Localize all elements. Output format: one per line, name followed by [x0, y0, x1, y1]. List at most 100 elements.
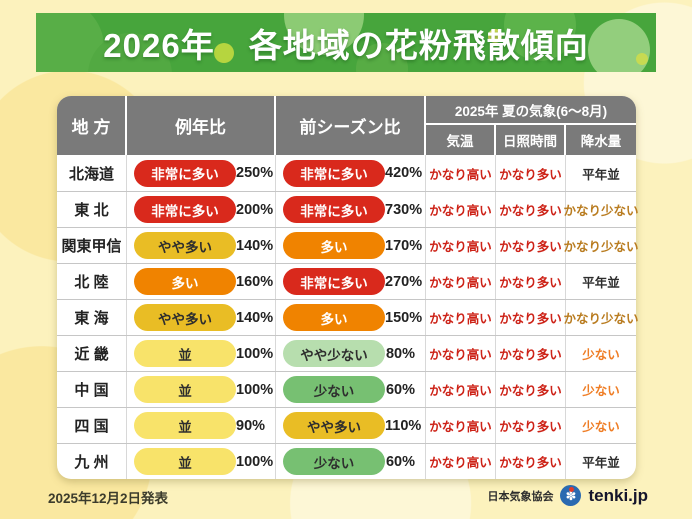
sunshine-cell: かなり多い [496, 372, 566, 407]
table-row: 北海道 非常に多い 250% 非常に多い 420% かなり高い かなり多い 平年… [57, 155, 636, 191]
vs-average-value: 90% [236, 417, 266, 434]
vs-average-pill: 並 [134, 376, 236, 403]
title-banner: 2026年 各地域の花粉飛散傾向 [36, 13, 656, 72]
temperature-cell: かなり高い [426, 408, 496, 443]
temperature-cell: かなり高い [426, 300, 496, 335]
table-body: 北海道 非常に多い 250% 非常に多い 420% かなり高い かなり多い 平年… [57, 155, 639, 479]
vs-average-value: 100% [236, 381, 274, 398]
tenki-logo-icon: ✽ [560, 485, 582, 506]
table-row: 中 国 並 100% 少ない 60% かなり高い かなり多い 少ない [57, 371, 636, 407]
vs-average-pill: やや多い [134, 304, 236, 331]
vs-average-value: 140% [236, 309, 274, 326]
sunshine-cell: かなり多い [496, 336, 566, 371]
vs-prev-season-pill: 多い [283, 304, 385, 331]
brand-name: tenki.jp [588, 485, 648, 505]
brand-block: 日本気象協会 ✽ tenki.jp [487, 485, 648, 506]
header-summer-weather-group: 2025年 夏の気象(6〜8月) 気温 日照時間 降水量 [426, 96, 636, 155]
vs-average-pill: 多い [134, 268, 236, 295]
table-row: 東 海 やや多い 140% 多い 150% かなり高い かなり多い かなり少ない [57, 299, 639, 335]
table-row: 九 州 並 100% 少ない 60% かなり高い かなり多い 平年並 [57, 443, 636, 479]
vs-prev-season-pill: 多い [283, 232, 385, 259]
vs-average-value: 200% [236, 201, 274, 218]
header-vs-average: 例年比 [127, 96, 276, 155]
vs-average-value: 100% [236, 345, 274, 362]
region-name: 北 陸 [57, 264, 127, 299]
temperature-cell: かなり高い [426, 155, 496, 191]
precipitation-cell: かなり少ない [563, 312, 639, 326]
vs-average-value: 100% [236, 453, 274, 470]
header-sunshine: 日照時間 [496, 125, 566, 155]
region-name: 東 海 [57, 300, 127, 335]
table-row: 北 陸 多い 160% 非常に多い 270% かなり高い かなり多い 平年並 [57, 263, 636, 299]
vs-prev-season-value: 420% [385, 165, 423, 181]
precipitation-cell: 平年並 [582, 276, 620, 290]
vs-prev-season-value: 60% [385, 381, 415, 398]
precipitation-cell: 少ない [582, 420, 620, 434]
vs-prev-season-value: 150% [385, 309, 423, 326]
header-summer-weather-label: 2025年 夏の気象(6〜8月) [426, 96, 636, 125]
region-name: 九 州 [57, 444, 127, 479]
sunshine-cell: かなり多い [496, 444, 566, 479]
header-temperature: 気温 [426, 125, 496, 155]
decorative-circle [214, 43, 234, 63]
source-name: 日本気象協会 [487, 490, 554, 503]
sunshine-cell: かなり多い [496, 264, 566, 299]
header-vs-prev-season: 前シーズン比 [276, 96, 426, 155]
vs-prev-season-pill: 非常に多い [283, 196, 385, 223]
region-name: 近 畿 [57, 336, 127, 371]
table-row: 関東甲信 やや多い 140% 多い 170% かなり高い かなり多い かなり少な… [57, 227, 639, 263]
sunshine-cell: かなり多い [496, 192, 566, 227]
vs-prev-season-value: 270% [385, 273, 423, 290]
precipitation-cell: 少ない [582, 348, 620, 362]
vs-prev-season-value: 110% [385, 417, 422, 434]
vs-average-value: 250% [236, 165, 274, 181]
vs-average-pill: 非常に多い [134, 159, 236, 187]
table-header: 地 方 例年比 前シーズン比 2025年 夏の気象(6〜8月) 気温 日照時間 … [57, 96, 636, 155]
vs-average-pill: 並 [134, 412, 236, 439]
region-name: 関東甲信 [57, 228, 127, 263]
vs-average-pill: やや多い [134, 232, 236, 259]
decorative-circle [488, 29, 502, 43]
region-name: 東 北 [57, 192, 127, 227]
precipitation-cell: かなり少ない [563, 240, 639, 254]
vs-prev-season-pill: やや少ない [283, 340, 385, 367]
vs-prev-season-value: 60% [385, 453, 415, 470]
table-row: 東 北 非常に多い 200% 非常に多い 730% かなり高い かなり多い かな… [57, 191, 639, 227]
pollen-forecast-table: 地 方 例年比 前シーズン比 2025年 夏の気象(6〜8月) 気温 日照時間 … [57, 96, 639, 479]
page-title: 2026年 各地域の花粉飛散傾向 [103, 26, 589, 64]
region-name: 四 国 [57, 408, 127, 443]
precipitation-cell: 少ない [582, 384, 620, 398]
region-name: 中 国 [57, 372, 127, 407]
precipitation-cell: 平年並 [582, 167, 620, 182]
vs-prev-season-value: 170% [385, 237, 423, 254]
vs-prev-season-value: 80% [385, 345, 415, 362]
vs-prev-season-pill: やや多い [283, 412, 385, 439]
precipitation-cell: 平年並 [582, 456, 620, 470]
temperature-cell: かなり高い [426, 192, 496, 227]
precipitation-cell: かなり少ない [563, 204, 639, 218]
temperature-cell: かなり高い [426, 264, 496, 299]
decorative-circle [636, 53, 648, 65]
vs-prev-season-pill: 少ない [283, 448, 385, 475]
vs-prev-season-pill: 非常に多い [283, 159, 385, 187]
vs-prev-season-pill: 非常に多い [283, 268, 385, 295]
temperature-cell: かなり高い [426, 444, 496, 479]
temperature-cell: かなり高い [426, 228, 496, 263]
region-name: 北海道 [57, 155, 127, 191]
temperature-cell: かなり高い [426, 372, 496, 407]
vs-prev-season-pill: 少ない [283, 376, 385, 403]
sunshine-cell: かなり多い [496, 300, 566, 335]
sunshine-cell: かなり多い [496, 408, 566, 443]
header-precipitation: 降水量 [580, 134, 622, 149]
vs-average-pill: 並 [134, 340, 236, 367]
temperature-cell: かなり高い [426, 336, 496, 371]
vs-average-pill: 並 [134, 448, 236, 475]
publish-date: 2025年12月2日発表 [48, 491, 169, 506]
header-region: 地 方 [57, 96, 127, 155]
sunshine-cell: かなり多い [496, 228, 566, 263]
vs-average-pill: 非常に多い [134, 196, 236, 223]
table-row: 近 畿 並 100% やや少ない 80% かなり高い かなり多い 少ない [57, 335, 636, 371]
vs-prev-season-value: 730% [385, 201, 423, 218]
vs-average-value: 160% [236, 273, 274, 290]
sunshine-cell: かなり多い [496, 155, 566, 191]
